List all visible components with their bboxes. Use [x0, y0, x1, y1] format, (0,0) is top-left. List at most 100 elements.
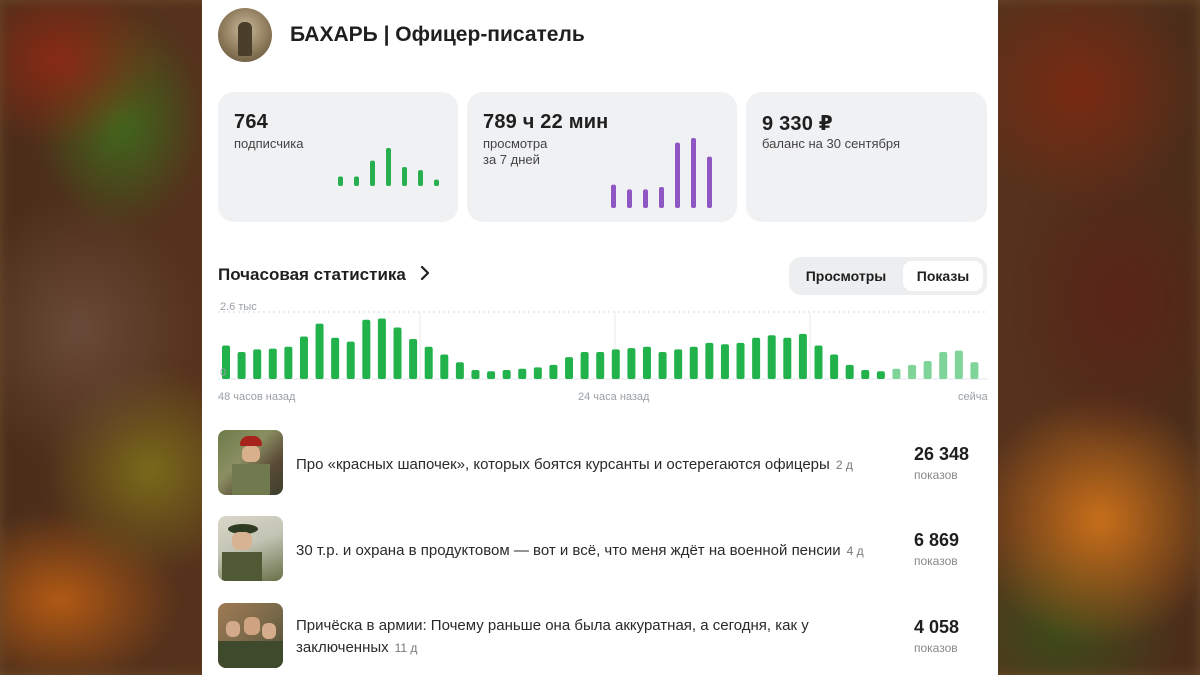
- chart-bar[interactable]: [253, 349, 262, 379]
- chart-bar[interactable]: [471, 369, 480, 379]
- chart-bar[interactable]: [237, 351, 246, 379]
- article-title-text: 30 т.р. и охрана в продуктовом — вот и в…: [296, 542, 841, 559]
- article-thumbnail: [218, 603, 283, 668]
- sparkline-bar: [675, 142, 680, 208]
- chart-bar[interactable]: [658, 351, 667, 379]
- sparkline-bar: [611, 184, 616, 208]
- subscribers-label: подписчика: [234, 136, 304, 151]
- article-impressions: 4 058: [914, 617, 960, 637]
- chart-bar[interactable]: [377, 318, 386, 379]
- article-title: Про «красных шапочек», которых боятся ку…: [296, 454, 886, 476]
- channel-header: БАХАРЬ | Офицер-писатель: [218, 8, 585, 62]
- chart-bar[interactable]: [518, 368, 527, 379]
- hourly-chart: 2.6 тыс 0 48 часов назад 24 часа назад сейча…: [218, 301, 988, 403]
- chart-bar[interactable]: [393, 327, 402, 379]
- channel-avatar[interactable]: [218, 8, 272, 62]
- balance-card[interactable]: 9 330 ₽ баланс на 30 сентября: [746, 92, 987, 222]
- subscribers-sparkline: [338, 148, 439, 186]
- toggle-views[interactable]: Просмотры: [805, 268, 887, 284]
- chart-bar[interactable]: [299, 336, 308, 379]
- watch-time-card[interactable]: 789 ч 22 мин просмотра за 7 дней: [467, 92, 737, 222]
- article-title-text: Причёска в армии: Почему раньше она была…: [296, 617, 809, 656]
- watch-time-value: 789 ч 22 мин: [483, 111, 609, 133]
- article-title: 30 т.р. и охрана в продуктовом — вот и в…: [296, 540, 886, 562]
- chart-bar[interactable]: [939, 351, 948, 379]
- chart-bar[interactable]: [565, 357, 574, 379]
- article-impressions-label: показов: [914, 554, 958, 568]
- chart-bar[interactable]: [970, 362, 979, 379]
- chart-bar[interactable]: [642, 346, 651, 379]
- subscribers-card[interactable]: 764 подписчика: [218, 92, 458, 222]
- balance-value: 9 330 ₽: [762, 113, 833, 135]
- x-label-24h: 24 часа назад: [578, 391, 650, 403]
- article-impressions-label: показов: [914, 641, 958, 655]
- x-label-now: сейчас: [958, 391, 988, 403]
- balance-label: баланс на 30 сентября: [762, 136, 901, 151]
- toggle-impressions[interactable]: Показы: [903, 261, 983, 291]
- chart-bar[interactable]: [331, 337, 340, 379]
- chart-bar[interactable]: [222, 345, 230, 380]
- chart-bar[interactable]: [814, 345, 823, 380]
- article-age: 11 д: [394, 641, 418, 655]
- chart-bar[interactable]: [845, 364, 854, 379]
- chart-bar[interactable]: [892, 368, 901, 379]
- chart-bar[interactable]: [409, 339, 418, 379]
- stats-panel: БАХАРЬ | Офицер-писатель 764 подписчика …: [202, 0, 998, 675]
- watch-time-label-line1: просмотра: [483, 136, 548, 151]
- chart-bar[interactable]: [798, 333, 807, 379]
- chart-bar[interactable]: [549, 364, 558, 379]
- sparkline-bar: [338, 176, 343, 186]
- channel-name[interactable]: БАХАРЬ | Офицер-писатель: [290, 23, 585, 46]
- hourly-stats-title[interactable]: Почасовая статистика: [218, 264, 430, 285]
- chart-bar[interactable]: [424, 346, 433, 379]
- chart-bar[interactable]: [596, 351, 605, 379]
- chart-bar[interactable]: [783, 337, 792, 379]
- sparkline-bar: [386, 148, 391, 186]
- chart-bar[interactable]: [876, 371, 885, 379]
- sparkline-bar: [643, 189, 648, 208]
- metric-toggle: Просмотры Показы: [789, 257, 987, 295]
- chart-bar[interactable]: [362, 319, 371, 379]
- watch-time-label-line2: за 7 дней: [483, 152, 540, 167]
- subscribers-count: 764: [234, 111, 268, 133]
- chart-bar[interactable]: [736, 342, 745, 379]
- chart-bar[interactable]: [954, 350, 963, 379]
- chart-bar[interactable]: [627, 348, 636, 379]
- article-title-text: Про «красных шапочек», которых боятся ку…: [296, 456, 830, 473]
- chart-bar[interactable]: [752, 337, 761, 379]
- chart-bar[interactable]: [861, 369, 870, 379]
- x-label-48h: 48 часов назад: [218, 391, 296, 403]
- chart-bar[interactable]: [705, 342, 714, 379]
- article-age: 4 д: [846, 544, 864, 558]
- article-impressions: 6 869: [914, 530, 960, 550]
- chart-bar[interactable]: [580, 351, 589, 379]
- chevron-right-icon: [420, 264, 430, 285]
- article-impressions-label: показов: [914, 468, 958, 482]
- chart-bar[interactable]: [674, 349, 683, 379]
- article-impressions: 26 348: [914, 444, 970, 464]
- chart-bar[interactable]: [502, 369, 511, 379]
- chart-bar[interactable]: [533, 367, 542, 379]
- chart-bar[interactable]: [611, 349, 620, 379]
- sparkline-bar: [659, 187, 664, 208]
- chart-bar[interactable]: [315, 323, 324, 379]
- sparkline-bar: [434, 179, 439, 186]
- article-item[interactable]: Причёска в армии: Почему раньше она была…: [218, 603, 988, 669]
- sparkline-bar: [627, 189, 632, 208]
- article-item[interactable]: 30 т.р. и охрана в продуктовом — вот и в…: [218, 516, 988, 582]
- chart-bar[interactable]: [346, 341, 355, 379]
- chart-bar[interactable]: [440, 354, 449, 379]
- chart-bar[interactable]: [830, 354, 839, 379]
- chart-bar[interactable]: [720, 344, 729, 379]
- chart-bar[interactable]: [268, 348, 277, 379]
- sparkline-bar: [691, 138, 696, 208]
- chart-bar[interactable]: [455, 362, 464, 379]
- chart-bar[interactable]: [487, 371, 496, 379]
- article-item[interactable]: Про «красных шапочек», которых боятся ку…: [218, 430, 988, 496]
- watch-time-label: просмотра за 7 дней: [483, 136, 547, 168]
- chart-bar[interactable]: [923, 360, 932, 379]
- chart-bar[interactable]: [689, 346, 698, 379]
- chart-bar[interactable]: [284, 346, 293, 379]
- chart-bar[interactable]: [908, 364, 917, 379]
- chart-bar[interactable]: [767, 335, 776, 379]
